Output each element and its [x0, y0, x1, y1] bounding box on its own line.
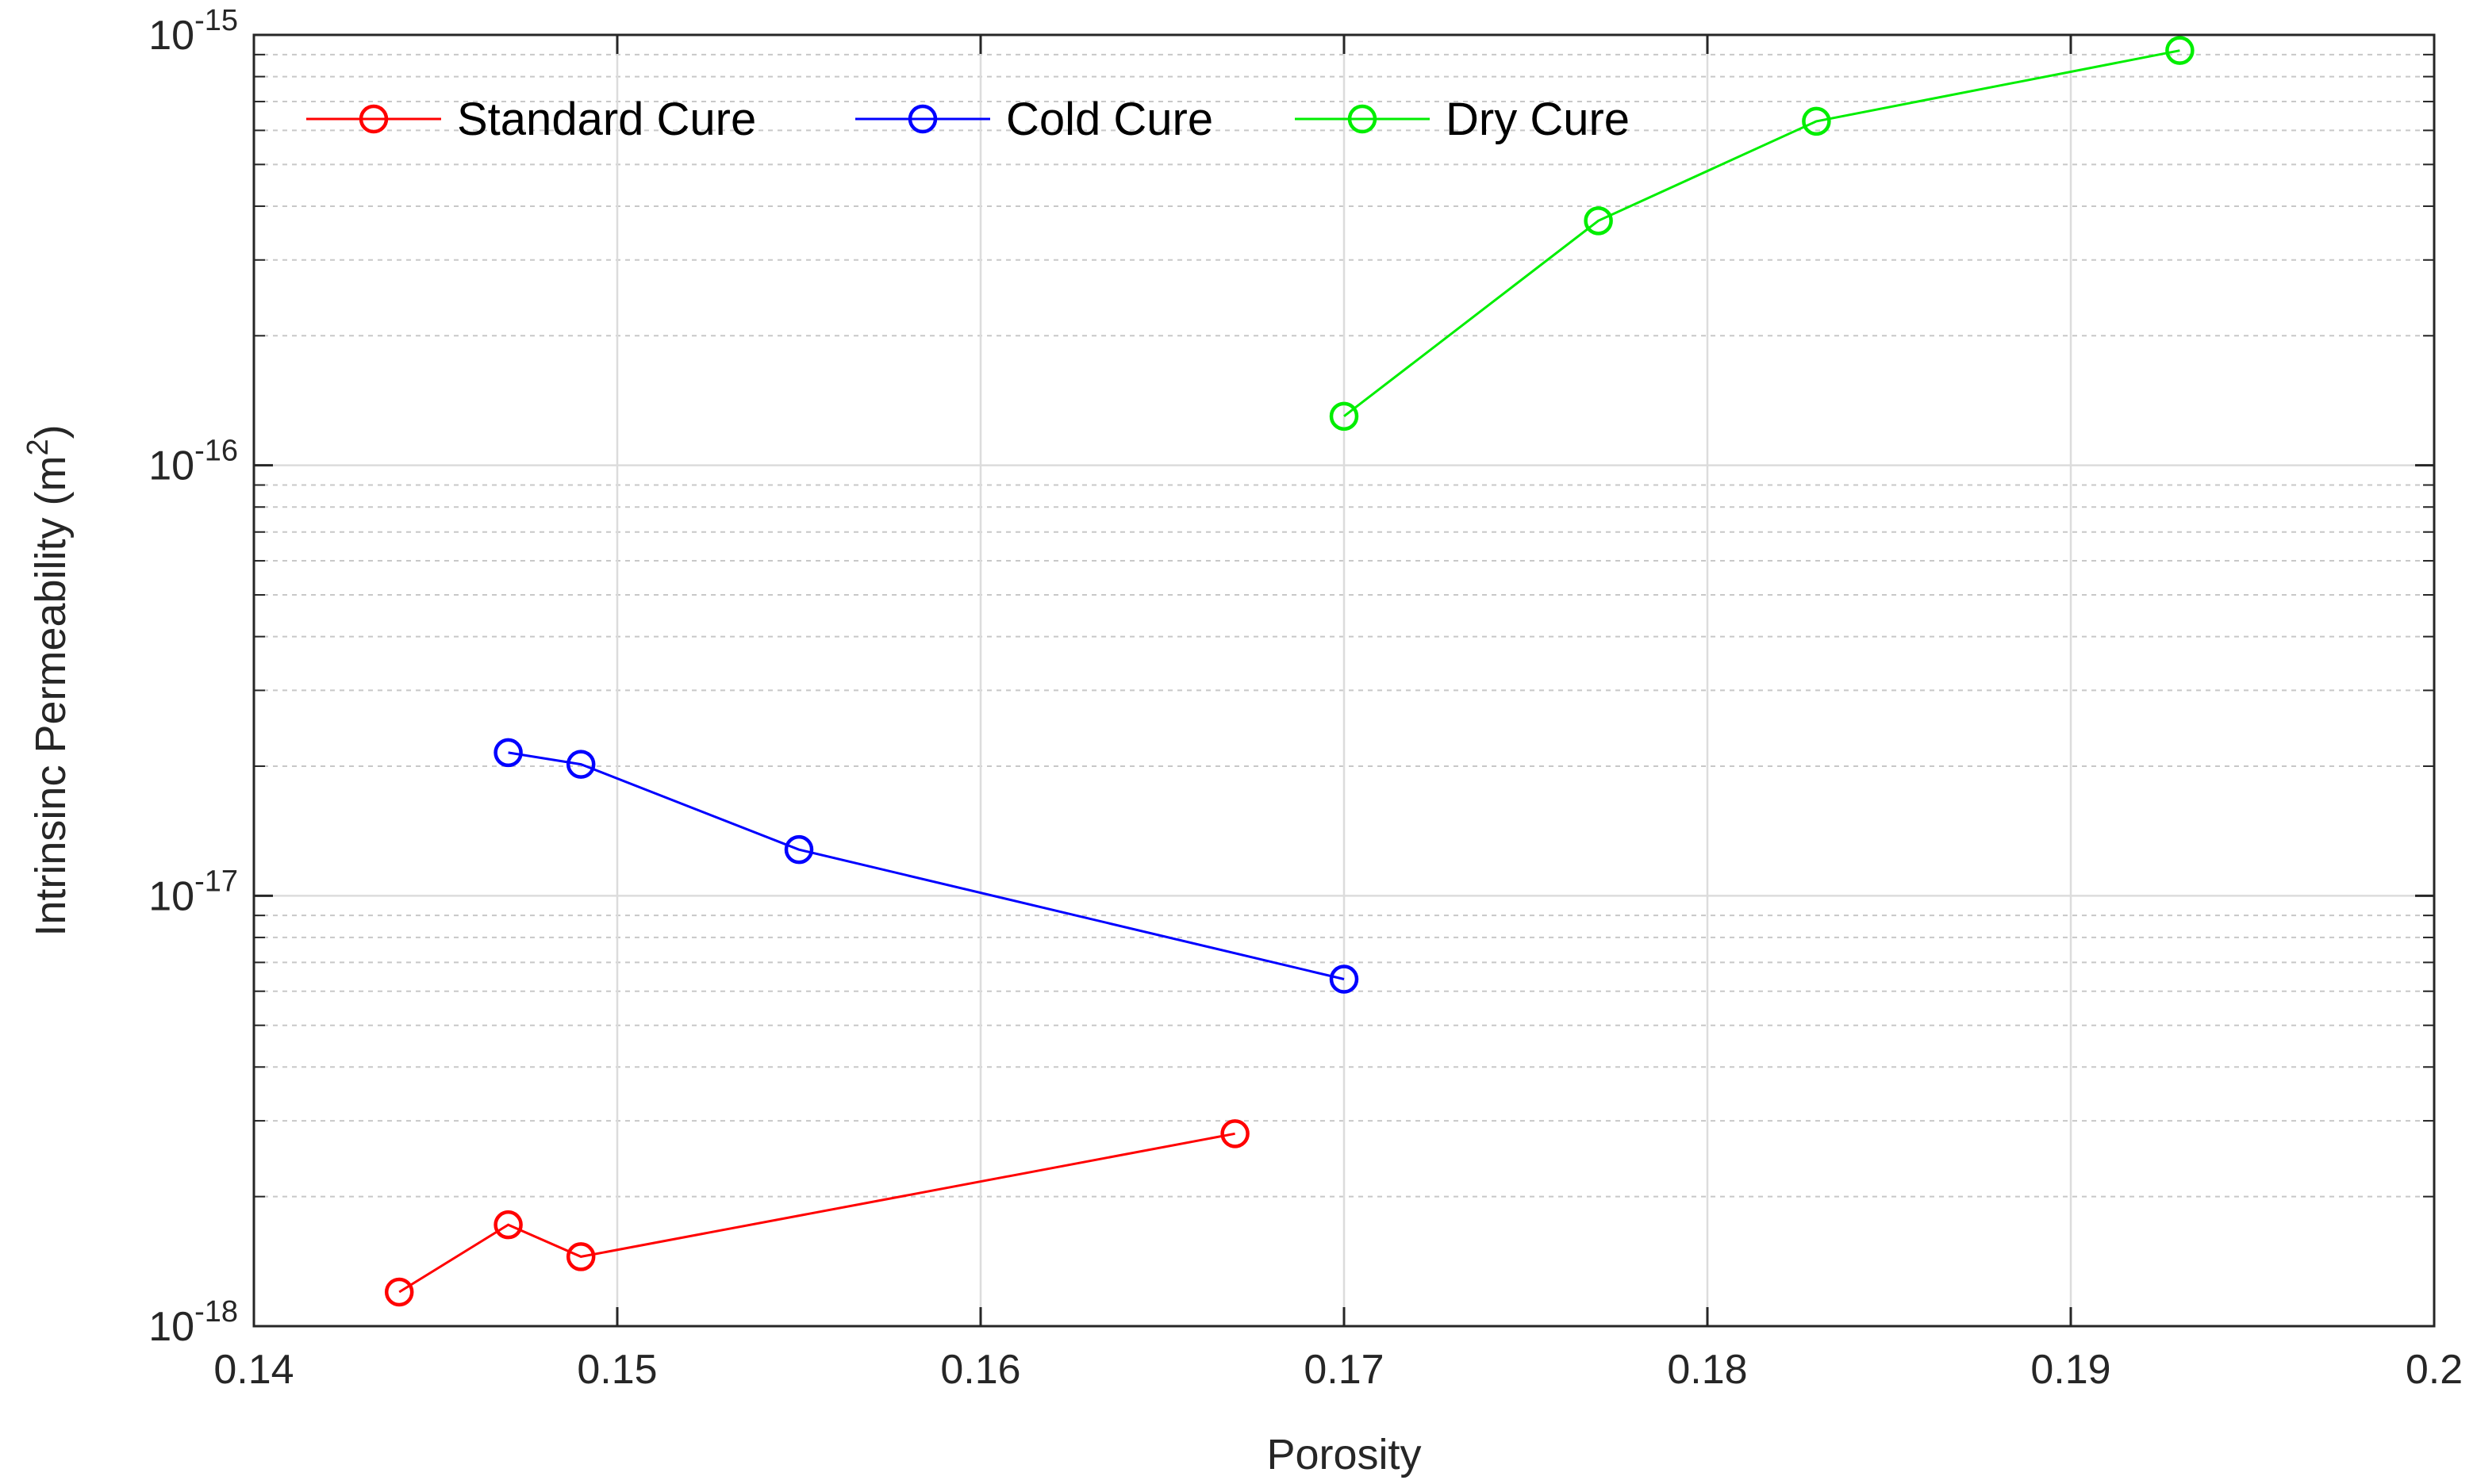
- data-point-marker: [493, 738, 523, 768]
- series-dry-cure: [1329, 36, 2195, 431]
- x-tick-label: 0.14: [213, 1347, 294, 1393]
- data-point-marker: [2165, 36, 2195, 65]
- x-axis-label: Porosity: [1266, 1431, 1421, 1478]
- legend-marker-swatch: [359, 104, 389, 134]
- legend-marker-swatch: [908, 104, 938, 134]
- data-point-marker: [384, 1277, 414, 1307]
- y-axis-label-main: Intrinsinc Permeability (m: [27, 455, 75, 936]
- data-point-marker: [1584, 206, 1613, 236]
- data-point-marker: [784, 834, 814, 865]
- series-line: [1343, 49, 2180, 417]
- x-tick-label: 0.17: [1304, 1347, 1384, 1393]
- y-tick-label: 10-16: [148, 435, 238, 489]
- y-tick-label: 10-15: [148, 4, 238, 59]
- x-tick-labels: 0.14 0.15 0.16 0.17 0.18 0.19 0.2: [213, 1347, 2463, 1393]
- y-tick-base: 10: [148, 1304, 194, 1350]
- y-tick-base: 10: [148, 13, 194, 59]
- x-tick-label: 0.2: [2406, 1347, 2463, 1393]
- y-tick-base: 10: [148, 443, 194, 489]
- x-tick-label: 0.19: [2030, 1347, 2110, 1393]
- y-axis-label: Intrinsinc Permeability (m2): [21, 424, 75, 936]
- y-tick-exponent: -15: [194, 4, 238, 37]
- x-tick-label: 0.15: [577, 1347, 657, 1393]
- y-tick-label: 10-17: [148, 865, 238, 919]
- y-axis-label-superscript: 2: [21, 439, 55, 455]
- data-point-marker: [1329, 401, 1359, 431]
- legend: Standard Cure Cold Cure Dry Cure: [306, 94, 1630, 145]
- series-layer: [384, 36, 2195, 1307]
- series-cold-cure: [493, 738, 1359, 994]
- y-axis-label-close: ): [27, 424, 75, 439]
- legend-label: Cold Cure: [1006, 94, 1213, 145]
- y-tick-base: 10: [148, 873, 194, 919]
- data-point-marker: [566, 750, 596, 779]
- series-standard-cure: [384, 1119, 1250, 1307]
- data-point-marker: [1329, 964, 1359, 994]
- x-tick-label: 0.16: [940, 1347, 1020, 1393]
- data-point-marker: [566, 1242, 596, 1271]
- legend-item-dry-cure: Dry Cure: [1295, 94, 1630, 145]
- data-point-marker: [493, 1210, 523, 1240]
- legend-label: Dry Cure: [1446, 94, 1630, 145]
- data-point-marker: [1802, 106, 1831, 136]
- legend-item-standard-cure: Standard Cure: [306, 94, 756, 145]
- y-tick-exponent: -16: [194, 435, 238, 468]
- data-point-marker: [1220, 1119, 1250, 1148]
- y-tick-label: 10-18: [148, 1295, 238, 1350]
- y-tick-exponent: -18: [194, 1295, 238, 1329]
- series-line: [398, 1132, 1235, 1294]
- axis-ticks: [252, 33, 2436, 1328]
- x-tick-label: 0.18: [1667, 1347, 1747, 1393]
- legend-label: Standard Cure: [457, 94, 756, 145]
- y-tick-exponent: -17: [194, 865, 238, 898]
- legend-marker-swatch: [1347, 104, 1377, 134]
- series-line: [508, 751, 1345, 980]
- legend-item-cold-cure: Cold Cure: [855, 94, 1213, 145]
